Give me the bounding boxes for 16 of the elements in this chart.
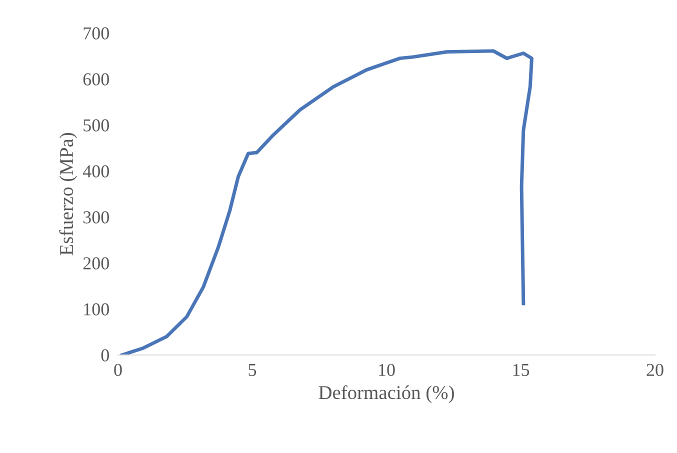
line-series [120,49,534,355]
y-tick-label: 700 [84,27,109,40]
y-tick-label: 300 [83,211,109,224]
y-axis-title: Esfuerzo (MPa) [59,133,78,256]
y-tick-label: 0 [101,349,109,362]
y-tick-label: 600 [83,73,109,86]
x-axis-title: Deformación (%) [318,385,454,404]
y-tick-label: 500 [84,119,109,132]
x-tick-label: 5 [248,364,256,376]
y-tick-label: 400 [82,165,109,178]
x-tick-label: 0 [114,364,122,376]
x-tick-label: 15 [513,364,530,376]
x-tick-label: 20 [646,364,664,376]
y-tick-label: 200 [83,257,109,270]
x-tick-label: 10 [379,364,395,376]
y-tick-label: 100 [84,303,109,316]
